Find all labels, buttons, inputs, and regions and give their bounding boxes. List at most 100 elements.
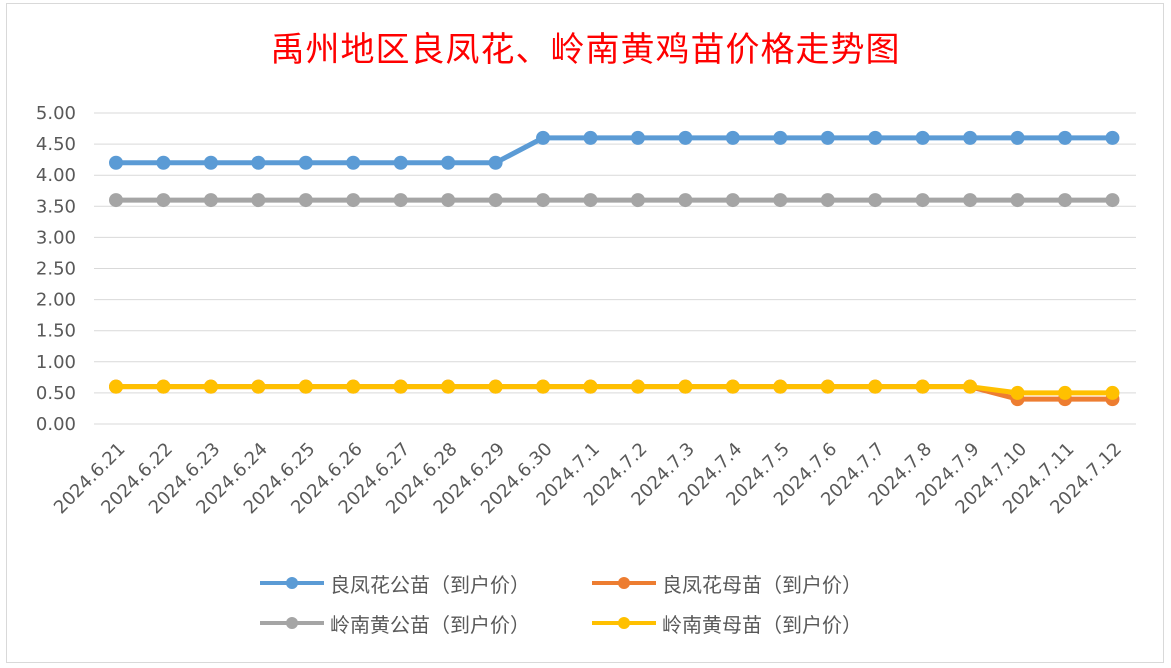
series-3-point-19 [1010,385,1025,400]
series-2-point-2 [203,193,218,208]
legend-swatch-1 [592,573,656,593]
series-2-point-9 [536,193,551,208]
series-3-point-21 [1105,385,1120,400]
series-3-point-10 [583,379,598,394]
series-3-point-5 [346,379,361,394]
series-0-point-7 [441,155,456,170]
series-2-point-14 [773,193,788,208]
series-3-point-15 [820,379,835,394]
series-3-point-9 [536,379,551,394]
series-0-point-3 [251,155,266,170]
series-3-point-16 [868,379,883,394]
legend-swatch-3 [592,613,656,633]
series-0-point-9 [536,130,551,145]
series-3-point-8 [488,379,503,394]
series-3-point-4 [298,379,313,394]
legend-swatch-0 [260,573,324,593]
series-0-point-15 [820,130,835,145]
y-tick-label-9: 4.50 [36,134,76,155]
y-tick-label-4: 2.00 [36,290,76,311]
series-0-point-13 [725,130,740,145]
legend-item-3: 岭南黄母苗（到户价） [592,608,862,638]
series-3-point-11 [630,379,645,394]
y-axis-tick-labels: 0.00 0.50 1.00 1.50 2.00 2.50 3.00 3.50 4.00 4.50… [36,103,76,435]
series-3-point-13 [725,379,740,394]
legend-item-2: 岭南黄公苗（到户价） [260,608,530,638]
legend-swatch-2 [260,613,324,633]
x-axis-tick-labels: 2024.6.212024.6.222024.6.232024.6.242024… [50,439,1126,519]
series-3-point-2 [203,379,218,394]
series-0-point-8 [488,155,503,170]
series-3-point-17 [915,379,930,394]
series-2-point-3 [251,193,266,208]
series-2-point-16 [868,193,883,208]
series-3-point-0 [109,379,123,394]
y-tick-label-2: 1.00 [36,352,76,373]
series-2-point-21 [1105,193,1120,208]
series-2-point-5 [346,193,361,208]
series-2-point-6 [393,193,408,208]
series-0-point-1 [156,155,171,170]
series-2 [109,193,1120,208]
y-tick-label-7: 3.50 [36,196,76,217]
series-3-point-3 [251,379,266,394]
series-2-point-8 [488,193,503,208]
series-0-point-11 [630,130,645,145]
legend-item-1: 良凤花母苗（到户价） [592,568,862,598]
y-tick-label-8: 4.00 [36,165,76,186]
series-line-3 [116,384,1113,396]
series-0-point-10 [583,130,598,145]
series-3-point-20 [1058,385,1072,400]
series-2-point-18 [963,193,978,208]
series-2-point-20 [1058,193,1072,208]
series-0-point-17 [915,130,930,145]
series-0-point-18 [963,130,978,145]
series-3-point-1 [156,379,171,394]
series-2-point-15 [820,193,835,208]
series-3-point-12 [678,379,693,394]
series-line-0 [116,135,1113,166]
series-2-point-17 [915,193,930,208]
series-0-point-2 [203,155,218,170]
series-2-point-1 [156,193,171,208]
series-2-point-19 [1010,193,1025,208]
legend-label-0: 良凤花公苗（到户价） [330,572,530,597]
series-0-point-19 [1010,130,1025,145]
legend-label-3: 岭南黄母苗（到户价） [662,612,862,637]
y-tick-label-6: 3.00 [36,227,76,248]
series-2-point-12 [678,193,693,208]
series-3-point-7 [441,379,456,394]
series-lines [109,130,1120,407]
series-3-point-18 [963,379,978,394]
series-0-point-4 [298,155,313,170]
chart-title: 禹州地区良凤花、岭南黄鸡苗价格走势图 [270,30,901,70]
series-3-point-6 [393,379,408,394]
series-0-point-14 [773,130,788,145]
y-tick-label-0: 0.00 [36,414,76,435]
series-2-point-4 [298,193,313,208]
series-2-point-0 [109,193,123,208]
series-2-point-7 [441,193,456,208]
legend-label-2: 岭南黄公苗（到户价） [330,612,530,637]
legend-label-1: 良凤花母苗（到户价） [662,572,862,597]
series-0 [109,130,1120,170]
y-tick-label-10: 5.00 [36,103,76,124]
series-3 [109,379,1120,400]
y-tick-label-5: 2.50 [36,259,76,280]
series-0-point-16 [868,130,883,145]
y-tick-label-1: 0.50 [36,383,76,404]
series-2-point-10 [583,193,598,208]
series-0-point-20 [1058,130,1072,145]
series-0-point-21 [1105,130,1120,145]
series-2-point-13 [725,193,740,208]
series-3-point-14 [773,379,788,394]
series-0-point-12 [678,130,693,145]
legend-item-0: 良凤花公苗（到户价） [260,568,530,598]
series-0-point-6 [393,155,408,170]
y-tick-label-3: 1.50 [36,321,76,342]
series-0-point-5 [346,155,361,170]
gridlines [94,112,1136,425]
series-2-point-11 [630,193,645,208]
series-0-point-0 [109,155,123,170]
